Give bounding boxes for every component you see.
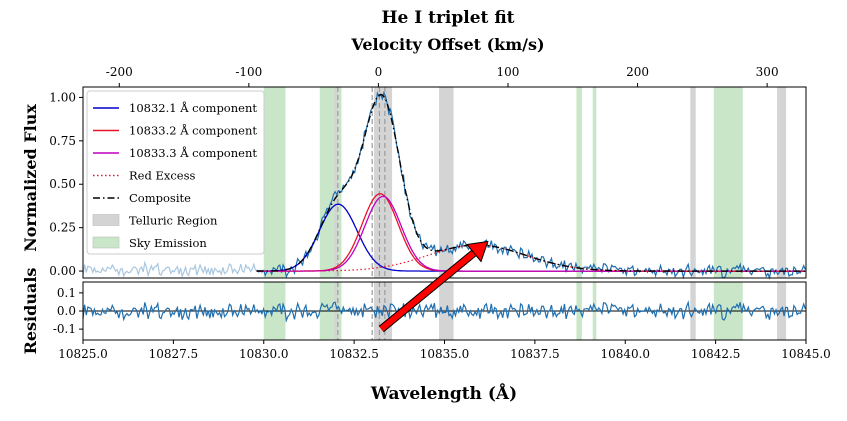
x-tick-label-3: 10832.5 bbox=[329, 347, 379, 361]
top-tick-label-3: 100 bbox=[497, 65, 520, 79]
top-tick-label-0: -200 bbox=[106, 65, 133, 79]
x-tick-label-2: 10830.0 bbox=[239, 347, 289, 361]
sky-band-top-3 bbox=[592, 87, 597, 278]
y-bottom-tick-label-2: 0.1 bbox=[57, 286, 76, 300]
x-tick-label-4: 10835.0 bbox=[420, 347, 470, 361]
y-top-tick-label-1: 0.25 bbox=[49, 221, 76, 235]
chart-title: He I triplet fit bbox=[381, 8, 514, 28]
y-bottom-tick-label-0: -0.1 bbox=[53, 322, 76, 336]
y-top-tick-label-3: 0.75 bbox=[49, 134, 76, 148]
telluric-band-top-0 bbox=[334, 87, 338, 278]
telluric-band-top-2 bbox=[439, 87, 454, 278]
y-top-tick-label-0: 0.00 bbox=[49, 264, 76, 278]
legend-label-5: Telluric Region bbox=[129, 214, 218, 228]
observed-flux-faded-line bbox=[82, 260, 265, 279]
telluric-band-top-4 bbox=[777, 87, 787, 278]
legend-label-3: Red Excess bbox=[129, 169, 196, 183]
top-axis-ticks: -200 -100 0 100 200 300 bbox=[106, 65, 779, 87]
residuals-panel: -0.10.00.1 10825.0 10827.5 10830.0 10832.5 1… bbox=[53, 281, 831, 361]
y-top-tick-label-4: 1.00 bbox=[49, 90, 76, 104]
top-tick-label-5: 300 bbox=[756, 65, 779, 79]
arrow-shaft bbox=[379, 250, 476, 332]
x-tick-label-7: 10842.5 bbox=[691, 347, 741, 361]
y-axis-ticks-bottom: -0.1 0.0 0.1 bbox=[53, 286, 83, 336]
legend-swatch-6 bbox=[92, 236, 120, 249]
legend-label-6: Sky Emission bbox=[129, 236, 207, 250]
legend-label-2: 10833.3 Å component bbox=[129, 146, 257, 160]
telluric-band-top-1 bbox=[374, 87, 393, 278]
red-excess-arrow bbox=[378, 240, 489, 333]
legend-label-0: 10832.1 Å component bbox=[129, 101, 257, 115]
arrow-head bbox=[466, 240, 489, 263]
x-tick-label-8: 10845.0 bbox=[781, 347, 831, 361]
flux-panel: 0.00 0.25 0.50 0.75 1.00 bbox=[49, 86, 807, 281]
x-tick-label-5: 10837.5 bbox=[510, 347, 560, 361]
top-axis-label: Velocity Offset (km/s) bbox=[350, 35, 544, 54]
residuals-line bbox=[82, 300, 806, 323]
composite-line bbox=[256, 93, 806, 272]
y-axis-label-top: Normalized Flux bbox=[21, 104, 40, 252]
x-tick-label-6: 10840.0 bbox=[600, 347, 650, 361]
top-tick-label-4: 200 bbox=[626, 65, 649, 79]
legend-label-4: Composite bbox=[129, 191, 191, 205]
y-top-tick-label-2: 0.50 bbox=[49, 177, 76, 191]
top-tick-label-1: -100 bbox=[235, 65, 262, 79]
legend-label-1: 10833.2 Å component bbox=[129, 124, 257, 138]
x-tick-label-1: 10827.5 bbox=[149, 347, 199, 361]
y-axis-label-bottom: Residuals bbox=[21, 268, 40, 355]
region-bands-top bbox=[263, 87, 787, 278]
x-axis-ticks: 10825.0 10827.5 10830.0 10832.5 10835.0 10837… bbox=[58, 340, 831, 361]
telluric-band-top-3 bbox=[690, 87, 696, 278]
component-10833-3-line bbox=[256, 195, 806, 272]
legend: 10832.1 Å component 10833.2 Å component 10… bbox=[86, 90, 265, 255]
sky-band-top-0 bbox=[263, 87, 286, 278]
y-bottom-tick-label-1: 0.0 bbox=[57, 304, 76, 318]
legend-box bbox=[86, 90, 265, 255]
x-tick-label-0: 10825.0 bbox=[58, 347, 108, 361]
top-tick-label-2: 0 bbox=[375, 65, 383, 79]
sky-band-top-2 bbox=[576, 87, 582, 278]
y-axis-ticks-top: 0.00 0.25 0.50 0.75 1.00 bbox=[49, 90, 83, 278]
x-axis-label: Wavelength (Å) bbox=[370, 382, 517, 404]
legend-swatch-5 bbox=[92, 214, 120, 226]
sky-band-top-4 bbox=[713, 87, 743, 278]
